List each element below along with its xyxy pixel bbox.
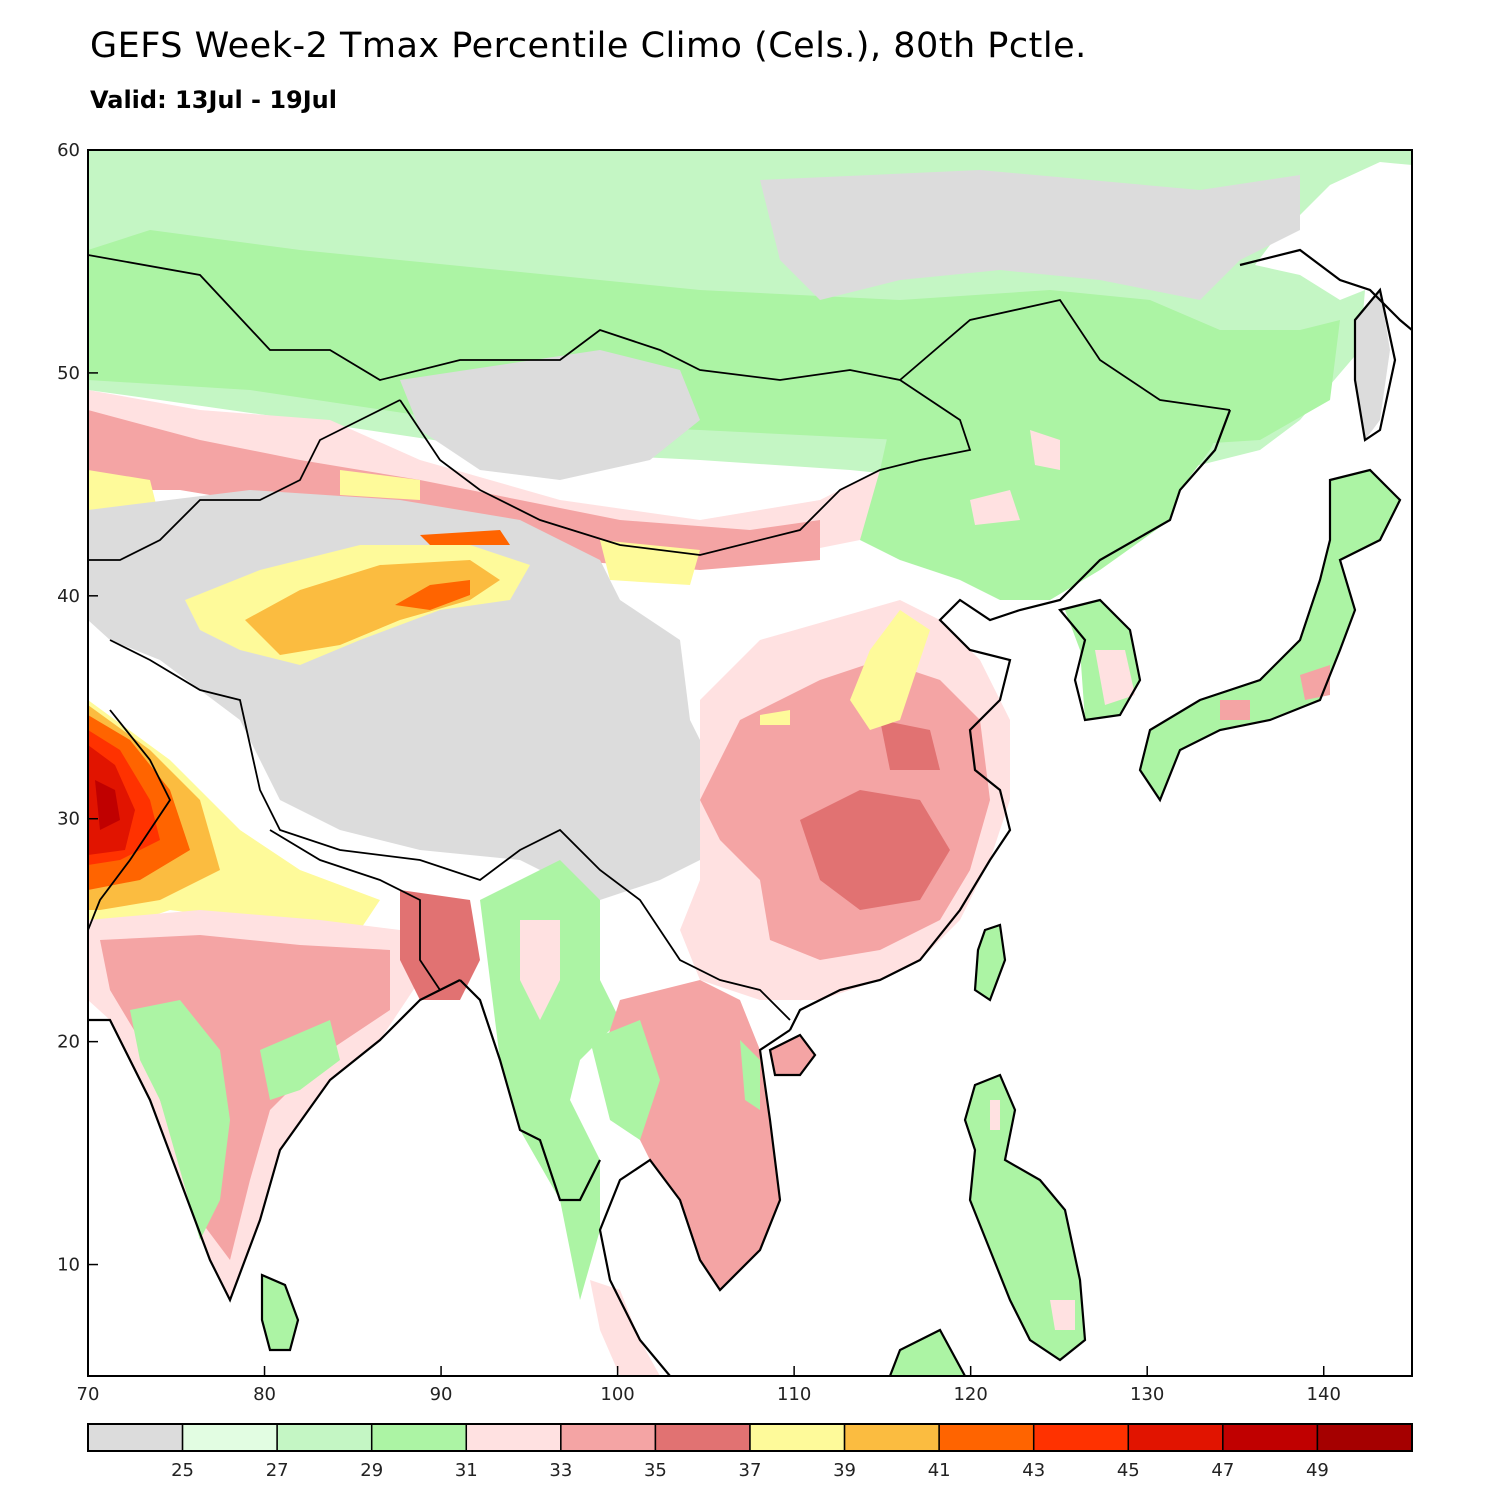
colorbar-swatch <box>843 1423 940 1452</box>
y-tick-label: 10 <box>57 1255 80 1276</box>
colorbar-label: 39 <box>833 1460 856 1481</box>
region-kazakhstan-red <box>88 410 820 570</box>
region-malay <box>590 1280 660 1376</box>
region-taiwan <box>975 925 1005 1000</box>
coastline-sakhalin <box>1353 287 1397 442</box>
region-korea-pink <box>1095 650 1135 705</box>
region-punjab-max <box>95 780 120 830</box>
y-tick-label: 50 <box>57 363 80 384</box>
coastline-hainan <box>768 1033 817 1077</box>
colorbar-frame <box>87 1423 1413 1452</box>
region-japan <box>1140 470 1400 800</box>
region-tarim-orange <box>245 560 500 655</box>
region-sakhalin-gray <box>1355 290 1390 440</box>
x-tick-label: 90 <box>430 1384 453 1405</box>
coastline-japan <box>1138 468 1402 803</box>
region-tarim-deep <box>395 530 510 610</box>
region-philippines-pink <box>990 1100 1075 1330</box>
colorbar-label: 33 <box>549 1460 572 1481</box>
region-bengal <box>400 890 480 1000</box>
colorbar-swatch <box>87 1423 184 1452</box>
colorbar-label: 37 <box>739 1460 762 1481</box>
x-tick-label: 140 <box>1307 1384 1341 1405</box>
map-title: GEFS Week-2 Tmax Percentile Climo (Cels.… <box>90 26 1087 66</box>
x-tick-label: 80 <box>253 1384 276 1405</box>
coastline-srilanka <box>260 1273 300 1352</box>
region-siberia-gray <box>760 170 1300 300</box>
coastline-korea <box>1058 598 1142 722</box>
coastline-india <box>88 979 461 1303</box>
region-india-green <box>130 1000 340 1240</box>
colorbar-label: 29 <box>360 1460 383 1481</box>
coastlines <box>88 248 1412 1376</box>
y-tick-label: 40 <box>57 586 80 607</box>
y-axis: 10 20 30 40 50 60 <box>57 140 98 1276</box>
region-kazakhstan-yellow <box>88 470 700 585</box>
coastline-indochina <box>598 1029 791 1376</box>
coastline-myanmar <box>459 979 601 1202</box>
colorbar-swatch <box>276 1423 373 1452</box>
colorbar-swatch <box>1316 1423 1413 1452</box>
coastline-asia-east <box>1239 248 1412 331</box>
colorbar-label: 35 <box>644 1460 667 1481</box>
valid-period: Valid: 13Jul - 19Jul <box>90 86 337 114</box>
colorbar-swatch <box>181 1423 278 1452</box>
plot-frame <box>87 149 1413 1377</box>
colorbar-swatch <box>1127 1423 1224 1452</box>
x-axis: 70 80 90 100 110 120 130 140 <box>77 1366 1341 1405</box>
colorbar-label: 27 <box>266 1460 289 1481</box>
colorbar-label: 43 <box>1022 1460 1045 1481</box>
colorbar-label: 45 <box>1117 1460 1140 1481</box>
colorbar-label: 25 <box>171 1460 194 1481</box>
x-tick-label: 120 <box>953 1384 987 1405</box>
colorbar-swatch <box>465 1423 562 1452</box>
region-myanmar-pink <box>520 920 560 1020</box>
border-china-south <box>109 639 791 1021</box>
region-japan-pink <box>1220 665 1330 720</box>
country-borders <box>88 254 1231 1021</box>
x-tick-label: 100 <box>600 1384 634 1405</box>
region-srilanka <box>262 1275 298 1350</box>
x-tick-label: 110 <box>777 1384 811 1405</box>
colorbar-swatch <box>654 1423 751 1452</box>
y-tick-label: 60 <box>57 140 80 161</box>
region-north-china-yellow <box>760 610 930 730</box>
colorbar: 25 27 29 31 33 35 37 39 41 43 45 47 49 <box>87 1423 1413 1481</box>
coastline-philippines <box>963 1073 1087 1362</box>
temperature-field <box>88 150 1412 1376</box>
coastline-borneo <box>888 1328 966 1376</box>
region-indochina-green <box>590 1020 760 1140</box>
border-india-pakistan <box>88 709 172 931</box>
colorbar-swatch <box>370 1423 468 1452</box>
border-himalaya <box>269 829 441 991</box>
colorbar-label: 31 <box>455 1460 478 1481</box>
y-tick-label: 20 <box>57 1032 80 1053</box>
colorbar-swatch <box>749 1423 846 1452</box>
coastline-siberia-pacific <box>789 409 1232 1031</box>
colorbar-label: 47 <box>1211 1460 1234 1481</box>
x-tick-label: 130 <box>1130 1384 1164 1405</box>
region-kazakhstan-pink <box>88 390 900 560</box>
colorbar-swatch <box>1222 1423 1319 1452</box>
coastline-taiwan <box>973 923 1007 1002</box>
x-tick-label: 70 <box>77 1384 100 1405</box>
colorbar-swatch <box>560 1423 657 1452</box>
border-china-west <box>88 399 401 561</box>
colorbar-swatch <box>938 1423 1035 1452</box>
colorbar-swatch <box>1032 1423 1130 1452</box>
region-mongolia-gray <box>400 350 700 480</box>
region-manchuria-pink <box>970 430 1060 525</box>
colorbar-label: 49 <box>1306 1460 1329 1481</box>
colorbar-label: 41 <box>928 1460 951 1481</box>
region-east-china-deep <box>800 720 950 910</box>
y-tick-label: 30 <box>57 809 80 830</box>
region-philippines <box>965 1075 1085 1360</box>
border-manchuria <box>899 298 1231 411</box>
